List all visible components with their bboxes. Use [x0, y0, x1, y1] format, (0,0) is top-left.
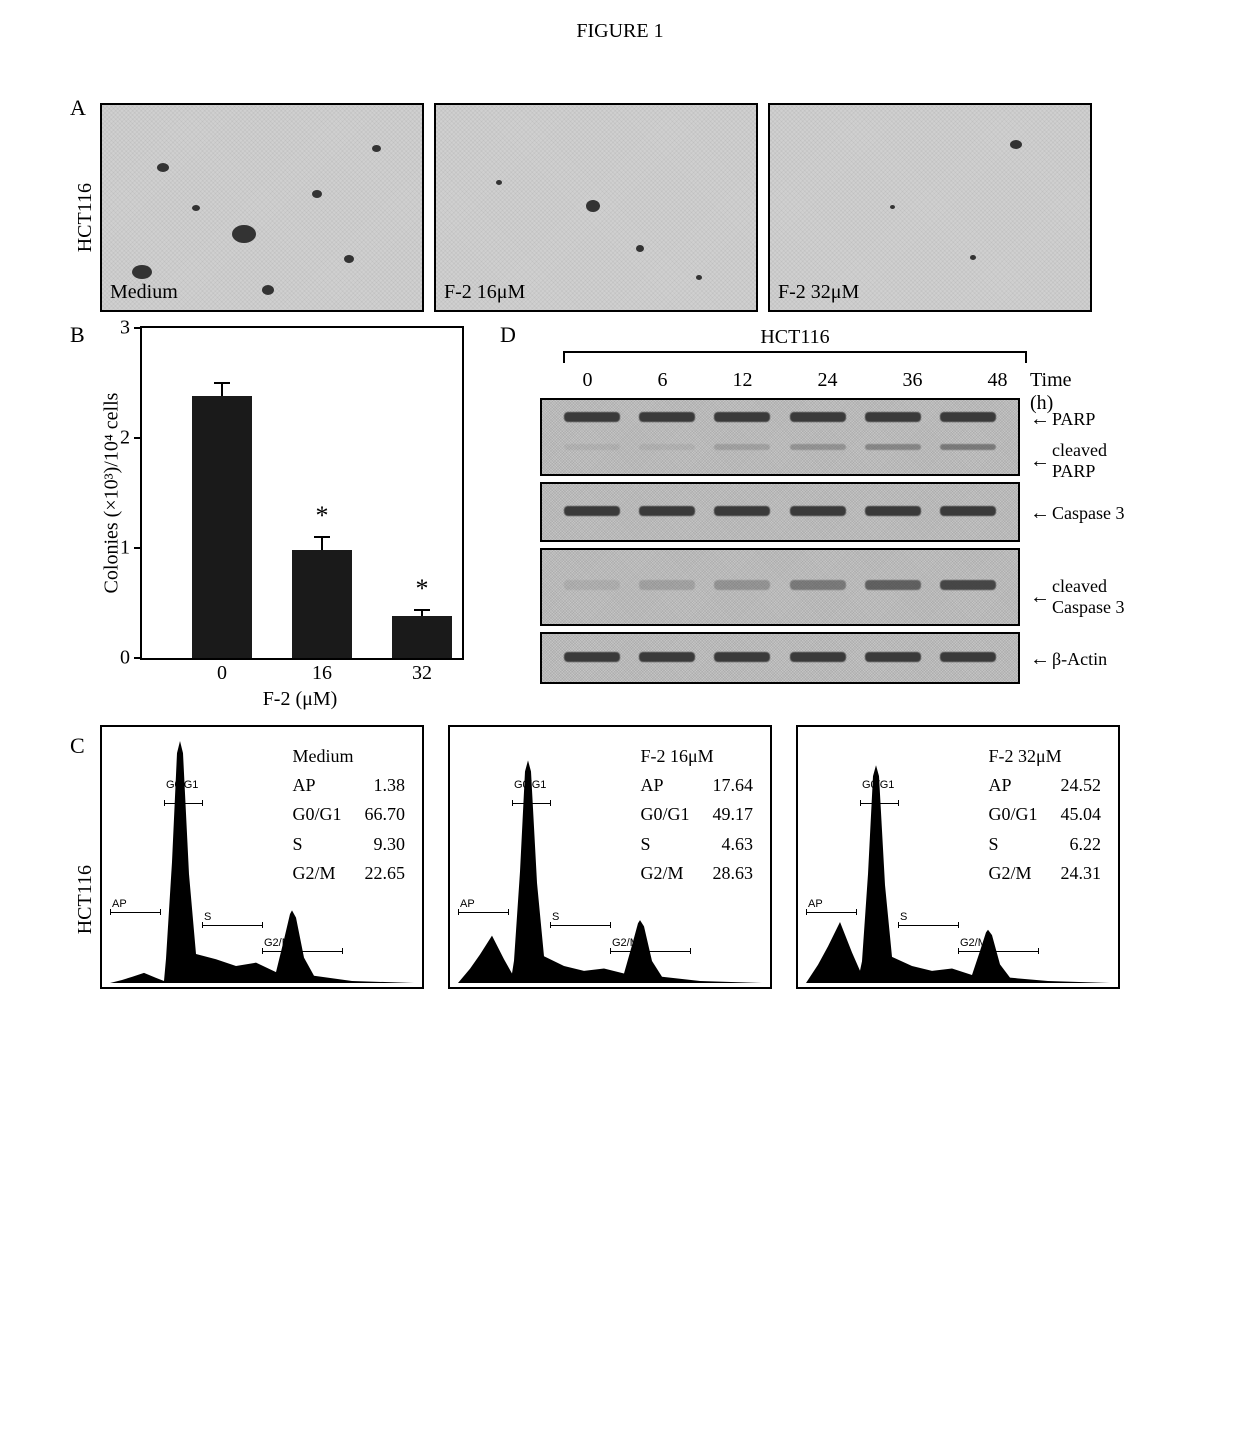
panel-b: B Colonies (×10³)/10⁴ cells 0123016*32* …	[100, 326, 460, 711]
blot-row-label: ←Caspase 3	[1030, 502, 1124, 525]
blot-row-label: ←cleavedCaspase 3	[1030, 576, 1124, 618]
chart-b-xlabel: F-2 (μM)	[140, 688, 460, 711]
xtick-label: 32	[412, 662, 432, 685]
panel-a-label: A	[70, 95, 86, 121]
ytick-label: 2	[120, 427, 130, 450]
timepoint: 0	[583, 369, 593, 392]
panel-d-label: D	[500, 322, 516, 348]
ytick-label: 0	[120, 647, 130, 670]
arrow-left-icon: ←	[1030, 450, 1050, 473]
timepoint: 12	[733, 369, 753, 392]
arrow-left-icon: ←	[1030, 408, 1050, 431]
histogram-stats: MediumAP1.38G0/G166.70S9.30G2/M22.65	[290, 741, 409, 889]
bar	[292, 550, 352, 658]
panel-a: Medium F-2 16μM F-2 32μM	[100, 103, 1220, 312]
panel-b-label: B	[70, 322, 85, 348]
western-blot: ←PARP←cleavedPARP	[540, 398, 1020, 476]
panel-d: D HCT116 0612243648 Time (h) ←PARP←cleav…	[500, 326, 1220, 711]
arrow-left-icon: ←	[1030, 586, 1050, 609]
histogram-stats: F-2 32μMAP24.52G0/G145.04S6.22G2/M24.31	[986, 741, 1105, 889]
micrograph-caption: F-2 16μM	[444, 281, 525, 304]
micrograph: F-2 32μM	[768, 103, 1092, 312]
arrow-left-icon: ←	[1030, 648, 1050, 671]
timepoint: 24	[818, 369, 838, 392]
gate-label: G2/M	[612, 937, 639, 949]
gate-label: AP	[460, 898, 475, 910]
flow-histogram: AP G0/G1 S G2/M MediumAP1.38G0/G166.70S9.30G…	[100, 725, 424, 989]
blot-row-label: ←PARP	[1030, 408, 1095, 431]
micrograph: F-2 16μM	[434, 103, 758, 312]
xtick-label: 0	[217, 662, 227, 685]
chart-b-ylabel: Colonies (×10³)/10⁴ cells	[101, 393, 124, 594]
blot-timepoints: 0 6 12 24 36 48	[540, 369, 1050, 392]
ytick-label: 3	[120, 317, 130, 340]
timepoint: 6	[658, 369, 668, 392]
micrograph-caption: Medium	[110, 281, 178, 304]
panel-c: AP G0/G1 S G2/M MediumAP1.38G0/G166.70S9.30G…	[100, 725, 1220, 989]
histogram-stats: F-2 16μMAP17.64G0/G149.17S4.63G2/M28.63	[638, 741, 757, 889]
gate-label: S	[204, 911, 211, 923]
panel-c-label: C	[70, 733, 85, 759]
timepoint: 48	[988, 369, 1008, 392]
western-blot: ←β-Actin	[540, 632, 1020, 684]
gate-label: S	[900, 911, 907, 923]
micrograph-caption: F-2 32μM	[778, 281, 859, 304]
gate-label: G0/G1	[514, 779, 546, 791]
significance-star: *	[316, 501, 329, 531]
bar	[392, 616, 452, 658]
gate-label: S	[552, 911, 559, 923]
gate-label: G0/G1	[862, 779, 894, 791]
ytick-label: 1	[120, 537, 130, 560]
gate-label: G2/M	[960, 937, 987, 949]
panel-a-cell-line: HCT116	[74, 183, 97, 252]
arrow-left-icon: ←	[1030, 502, 1050, 525]
bar	[192, 396, 252, 658]
micrograph: Medium	[100, 103, 424, 312]
timepoint: 36	[903, 369, 923, 392]
figure-title: FIGURE 1	[20, 20, 1220, 43]
gate-label: G0/G1	[166, 779, 198, 791]
blot-row-label: ←β-Actin	[1030, 648, 1107, 671]
xtick-label: 16	[312, 662, 332, 685]
gate-label: AP	[112, 898, 127, 910]
western-blot: ←cleavedCaspase 3	[540, 548, 1020, 626]
flow-histogram: AP G0/G1 S G2/M F-2 16μMAP17.64G0/G149.17S4.…	[448, 725, 772, 989]
western-blot: ←Caspase 3	[540, 482, 1020, 542]
panel-c-cell-line: HCT116	[74, 865, 97, 934]
blot-row-label: ←cleavedPARP	[1030, 440, 1107, 482]
flow-histogram: AP G0/G1 S G2/M F-2 32μMAP24.52G0/G145.04S6.…	[796, 725, 1120, 989]
gate-label: AP	[808, 898, 823, 910]
significance-star: *	[416, 574, 429, 604]
blot-bracket	[563, 351, 1027, 363]
blot-title: HCT116	[540, 326, 1050, 349]
colony-bar-chart: Colonies (×10³)/10⁴ cells 0123016*32*	[140, 326, 464, 660]
gate-label: G2/M	[264, 937, 291, 949]
